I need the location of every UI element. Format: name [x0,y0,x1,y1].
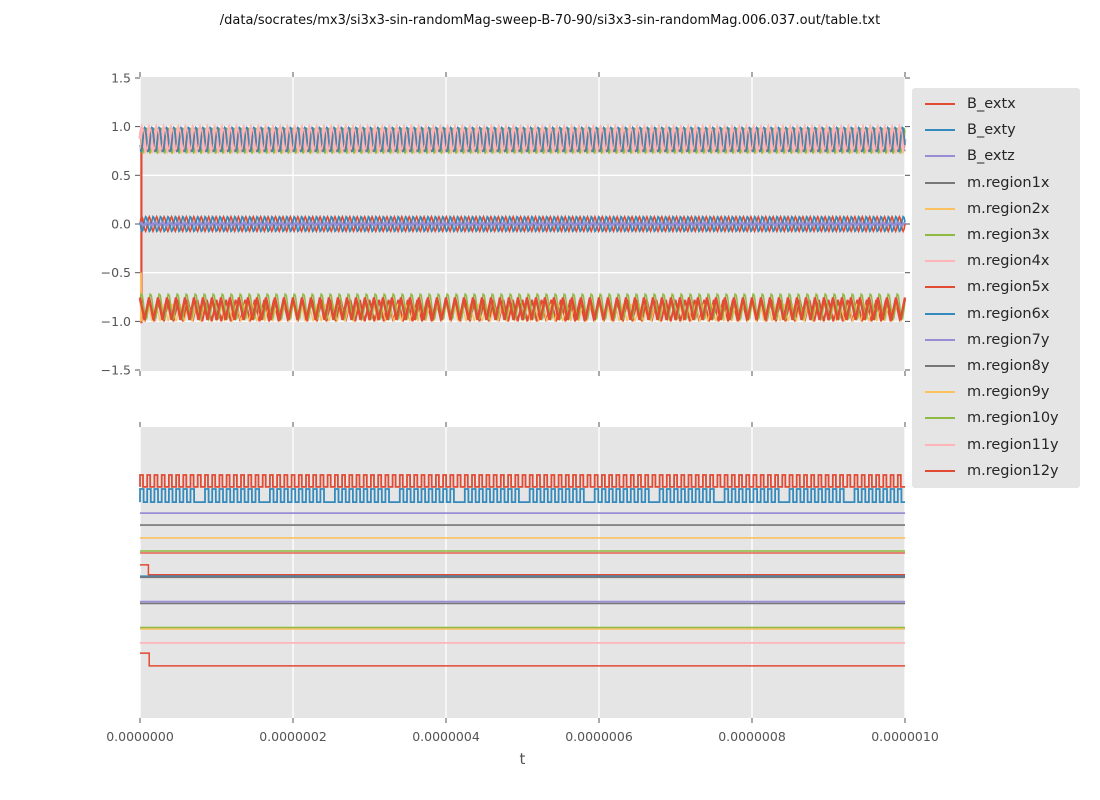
legend: B_extx B_exty B_extz m.region1x m.region2x m.… [912,88,1080,488]
legend-label: m.region7y [967,331,1050,348]
legend-swatch-line [925,312,955,315]
legend-item: m.region12y [912,458,1080,484]
legend-item: m.region2x [912,196,1080,222]
legend-swatch-line [925,286,955,289]
legend-swatch-line [925,469,955,472]
plot-title: /data/socrates/mx3/si3x3-sin-randomMag-s… [219,13,881,28]
legend-label: B_extx [967,96,1016,113]
x-tick-label: 0.0000000 [106,729,174,744]
legend-swatch-line [925,181,955,184]
legend-item: m.region5x [912,274,1080,300]
legend-label: m.region6x [967,305,1050,322]
legend-label: B_exty [967,122,1016,139]
series-B_exty [139,488,905,503]
series-m.region12y [138,297,907,321]
legend-item: m.region10y [912,405,1080,431]
legend-swatch-line [925,443,955,446]
series-m.region3x [139,127,906,154]
legend-swatch-line [925,155,955,158]
y-tick-label: −0.5 [101,265,131,280]
series-m.region10y [139,292,906,321]
legend-swatch-line [925,417,955,420]
legend-label: m.region5x [967,279,1050,296]
legend-item: m.region6x [912,301,1080,327]
legend-swatch-line [925,234,955,237]
series-m.region11y [139,128,905,150]
series-m.region5x [140,564,905,576]
legend-item: B_extx [912,91,1080,117]
legend-swatch-line [925,338,955,341]
x-tick-label: 0.0000004 [412,729,480,744]
y-tick-label: 1.0 [111,119,131,134]
legend-item: m.region4x [912,248,1080,274]
legend-item: m.region3x [912,222,1080,248]
legend-item: B_extz [912,143,1080,169]
legend-item: m.region1x [912,170,1080,196]
x-tick-label: 0.0000002 [259,729,327,744]
series-m.region6x [139,125,906,153]
legend-label: m.region12y [967,462,1059,479]
legend-item: m.region8y [912,353,1080,379]
legend-label: m.region10y [967,410,1059,427]
series-m.region12y [140,652,905,667]
series-m.region7y [139,221,906,227]
x-axis-label: t [519,750,526,768]
legend-label: m.region4x [967,253,1050,270]
x-tick-label: 0.0000010 [871,729,939,744]
legend-label: m.region2x [967,200,1050,217]
x-tick-label: 0.0000008 [718,729,786,744]
y-tick-label: 1.5 [111,71,131,86]
legend-swatch-line [925,207,955,210]
x-tick-label: 0.0000006 [565,729,633,744]
legend-label: m.region1x [967,174,1050,191]
y-tick-label: 0.5 [111,168,131,183]
legend-label: m.region9y [967,384,1050,401]
legend-swatch-line [925,364,955,367]
y-tick-label: −1.0 [101,314,131,329]
legend-swatch-line [925,103,955,106]
y-tick-label: −1.5 [101,363,131,378]
legend-swatch-line [925,260,955,263]
legend-item: m.region7y [912,327,1080,353]
y-tick-label: 0.0 [111,217,131,232]
legend-item: B_exty [912,117,1080,143]
legend-label: B_extz [967,148,1015,165]
legend-label: m.region8y [967,357,1050,374]
legend-swatch-line [925,391,955,394]
legend-item: m.region11y [912,431,1080,457]
bottom-plot-area [140,427,905,718]
legend-label: m.region3x [967,227,1050,244]
legend-item: m.region9y [912,379,1080,405]
legend-label: m.region11y [967,436,1059,453]
series-B_extx [139,474,905,488]
legend-swatch-line [925,129,955,132]
